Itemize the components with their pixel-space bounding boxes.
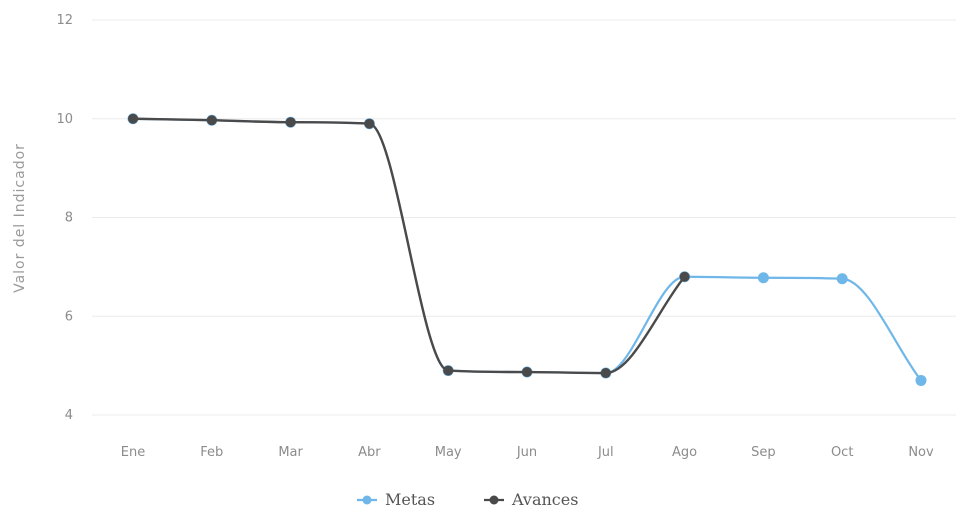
series-line-metas: [132, 117, 922, 382]
legend: Metas Avances: [357, 490, 578, 509]
series: [127, 113, 927, 386]
series-line-avances: [132, 117, 686, 375]
data-point-metas[interactable]: [757, 272, 769, 284]
data-point-avances[interactable]: [600, 368, 611, 379]
data-point-avances[interactable]: [522, 367, 532, 378]
data-point-metas[interactable]: [915, 374, 927, 386]
legend-label-metas: Metas: [385, 490, 435, 509]
data-point-metas[interactable]: [836, 273, 848, 285]
legend-item-metas[interactable]: Metas: [357, 490, 435, 509]
x-axis: Ene Feb Mar Abr May Jun Jul Ago Sep Oct Nov: [121, 445, 934, 460]
data-point-avances[interactable]: [206, 115, 217, 126]
legend-marker-avances: [489, 495, 499, 505]
y-tick-label: 10: [56, 112, 73, 127]
y-axis-label: Valor del Indicador: [12, 143, 28, 293]
x-tick-label: Ago: [672, 445, 697, 460]
x-tick-label: Sep: [751, 445, 776, 460]
grid: [92, 19, 956, 416]
y-tick-label: 8: [65, 211, 73, 226]
x-tick-label: Jul: [597, 445, 614, 460]
x-tick-label: May: [435, 445, 462, 460]
legend-label-avances: Avances: [511, 490, 578, 509]
x-tick-label: Mar: [278, 445, 303, 460]
x-tick-label: Nov: [908, 445, 934, 460]
x-tick-label: Jun: [516, 445, 537, 460]
data-point-avances[interactable]: [128, 113, 138, 124]
y-tick-label: 12: [56, 13, 73, 28]
x-tick-label: Oct: [831, 445, 853, 460]
y-tick-label: 6: [65, 309, 73, 324]
legend-item-avances[interactable]: Avances: [484, 490, 578, 509]
data-point-avances[interactable]: [679, 271, 690, 282]
x-tick-label: Feb: [200, 445, 223, 460]
legend-marker-metas: [362, 495, 372, 505]
data-point-avances[interactable]: [285, 117, 296, 128]
data-point-avances[interactable]: [443, 365, 454, 376]
y-tick-label: 4: [65, 408, 73, 423]
x-tick-label: Abr: [358, 445, 381, 460]
y-axis: 4 6 8 10 12: [56, 13, 73, 423]
x-tick-label: Ene: [121, 445, 145, 460]
data-point-avances[interactable]: [364, 118, 375, 129]
